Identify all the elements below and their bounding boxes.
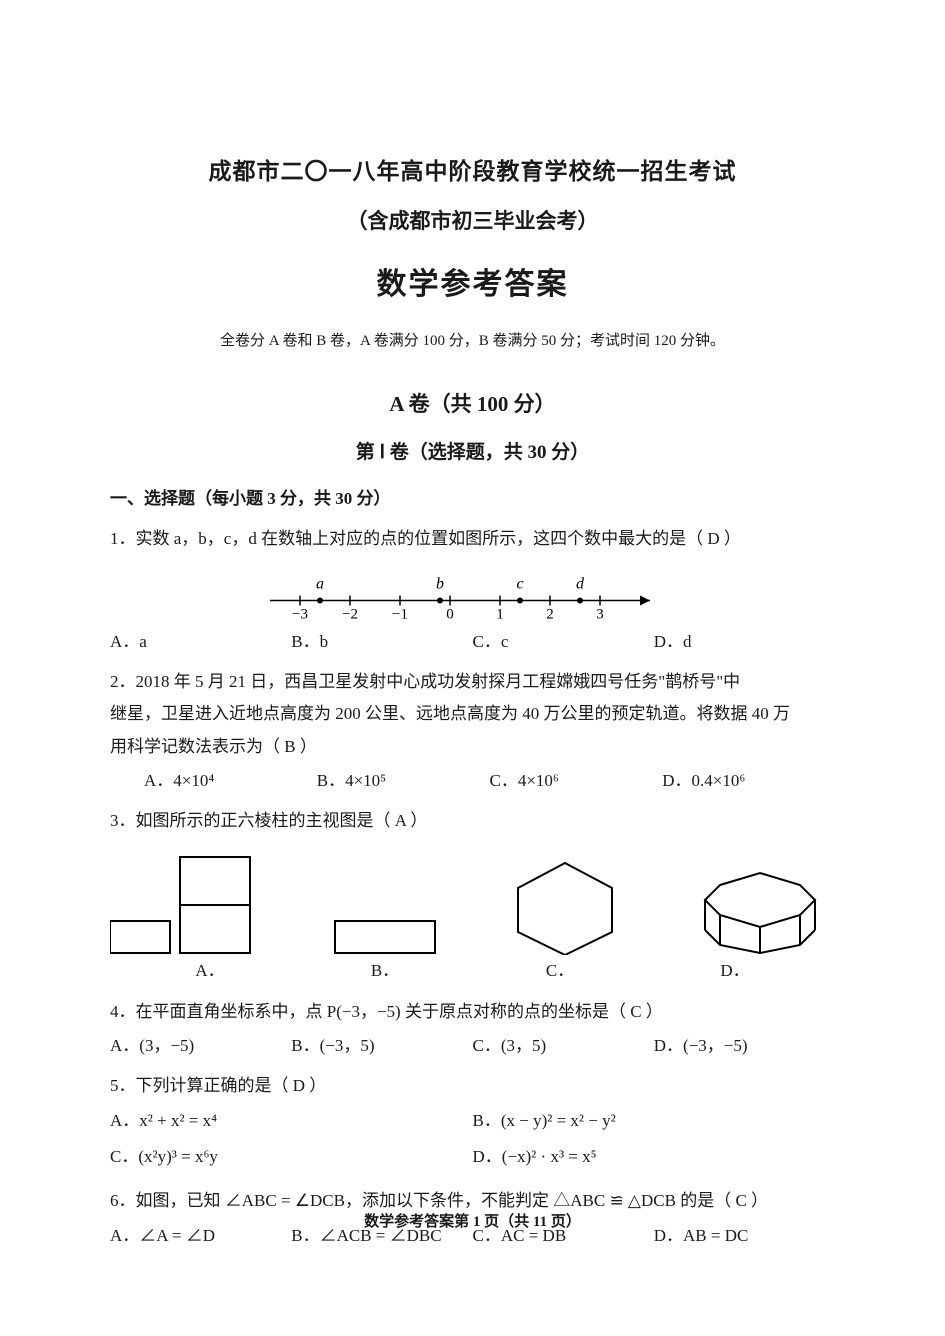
shape-d xyxy=(685,855,835,955)
section-a-header: A 卷（共 100 分） xyxy=(110,385,835,425)
question-1: 1．实数 a，b，c，d 在数轴上对应的点的位置如图所示，这四个数中最大的是（ … xyxy=(110,523,835,555)
point-label-c: c xyxy=(516,575,523,592)
q3-labels: A． B． C． D． xyxy=(110,955,835,987)
q4-opt-c: C．(3，5) xyxy=(473,1030,654,1062)
q2-opt-d: D．0.4×10⁶ xyxy=(662,765,835,797)
q1-options: A．a B．b C．c D．d xyxy=(110,626,835,658)
question-2-line3: 用科学记数法表示为（ B ） xyxy=(110,731,835,763)
q1-opt-b: B．b xyxy=(291,626,472,658)
exam-note: 全卷分 A 卷和 B 卷，A 卷满分 100 分，B 卷满分 50 分；考试时间… xyxy=(110,327,835,356)
part-1-heading: 一、选择题（每小题 3 分，共 30 分） xyxy=(110,483,835,515)
number-line-figure: −3 −2 −1 0 1 2 3 a b c d xyxy=(250,562,670,622)
answer-key-title: 数学参考答案 xyxy=(110,256,835,313)
tick-label: 0 xyxy=(446,606,454,622)
shape-c xyxy=(500,855,630,955)
q1-opt-a: A．a xyxy=(110,626,291,658)
shape-b xyxy=(315,855,445,955)
exam-title: 成都市二〇一八年高中阶段教育学校统一招生考试 xyxy=(110,150,835,194)
q2-opt-b: B．4×10⁵ xyxy=(317,765,490,797)
point-label-a: a xyxy=(316,575,324,592)
q4-options: A．(3，−5) B．(−3，5) C．(3，5) D．(−3，−5) xyxy=(110,1030,835,1062)
point-label-d: d xyxy=(576,575,585,592)
q3-label-c: C． xyxy=(500,955,620,987)
q5-opt-a: A．x² + x² = x⁴ xyxy=(110,1105,473,1137)
q5-opt-d: D．(−x)² · x³ = x⁵ xyxy=(473,1141,836,1173)
q4-opt-b: B．(−3，5) xyxy=(291,1030,472,1062)
q1-opt-c: C．c xyxy=(473,626,654,658)
page: 成都市二〇一八年高中阶段教育学校统一招生考试 （含成都市初三毕业会考） 数学参考… xyxy=(0,0,945,1336)
point-label-b: b xyxy=(436,575,444,592)
question-2-line1: 2．2018 年 5 月 21 日，西昌卫星发射中心成功发射探月工程嫦娥四号任务… xyxy=(110,666,835,698)
q4-opt-d: D．(−3，−5) xyxy=(654,1030,835,1062)
q5-opt-c: C．(x²y)³ = x⁶y xyxy=(110,1141,473,1173)
tick-label: −2 xyxy=(342,606,358,622)
q5-opt-b: B．(x − y)² = x² − y² xyxy=(473,1105,836,1137)
q3-label-a: A． xyxy=(150,955,270,987)
tick-label: 1 xyxy=(496,606,504,622)
question-2-line2: 继星，卫星进入近地点高度为 200 公里、远地点高度为 40 万公里的预定轨道。… xyxy=(110,698,835,730)
page-footer: 数学参考答案第 1 页（共 11 页） xyxy=(0,1208,945,1237)
exam-subtitle: （含成都市初三毕业会考） xyxy=(110,202,835,242)
tick-label: −1 xyxy=(392,606,408,622)
question-3: 3．如图所示的正六棱柱的主视图是（ A ） xyxy=(110,805,835,837)
q2-opt-a: A．4×10⁴ xyxy=(144,765,317,797)
tick-label: 2 xyxy=(546,606,554,622)
tick-label: 3 xyxy=(596,606,604,622)
question-4: 4．在平面直角坐标系中，点 P(−3，−5) 关于原点对称的点的坐标是（ C ） xyxy=(110,996,835,1028)
shape-a xyxy=(110,855,260,955)
q3-label-b: B． xyxy=(325,955,445,987)
q1-opt-d: D．d xyxy=(654,626,835,658)
q5-options: A．x² + x² = x⁴ B．(x − y)² = x² − y² C．(x… xyxy=(110,1105,835,1178)
q3-label-d: D． xyxy=(675,955,795,987)
q4-opt-a: A．(3，−5) xyxy=(110,1030,291,1062)
q2-opt-c: C．4×10⁶ xyxy=(490,765,663,797)
question-5: 5．下列计算正确的是（ D ） xyxy=(110,1070,835,1102)
q3-figures xyxy=(110,845,835,955)
q2-options: A．4×10⁴ B．4×10⁵ C．4×10⁶ D．0.4×10⁶ xyxy=(110,765,835,797)
section-i-header: 第 Ⅰ 卷（选择题，共 30 分） xyxy=(110,435,835,471)
tick-label: −3 xyxy=(292,606,308,622)
